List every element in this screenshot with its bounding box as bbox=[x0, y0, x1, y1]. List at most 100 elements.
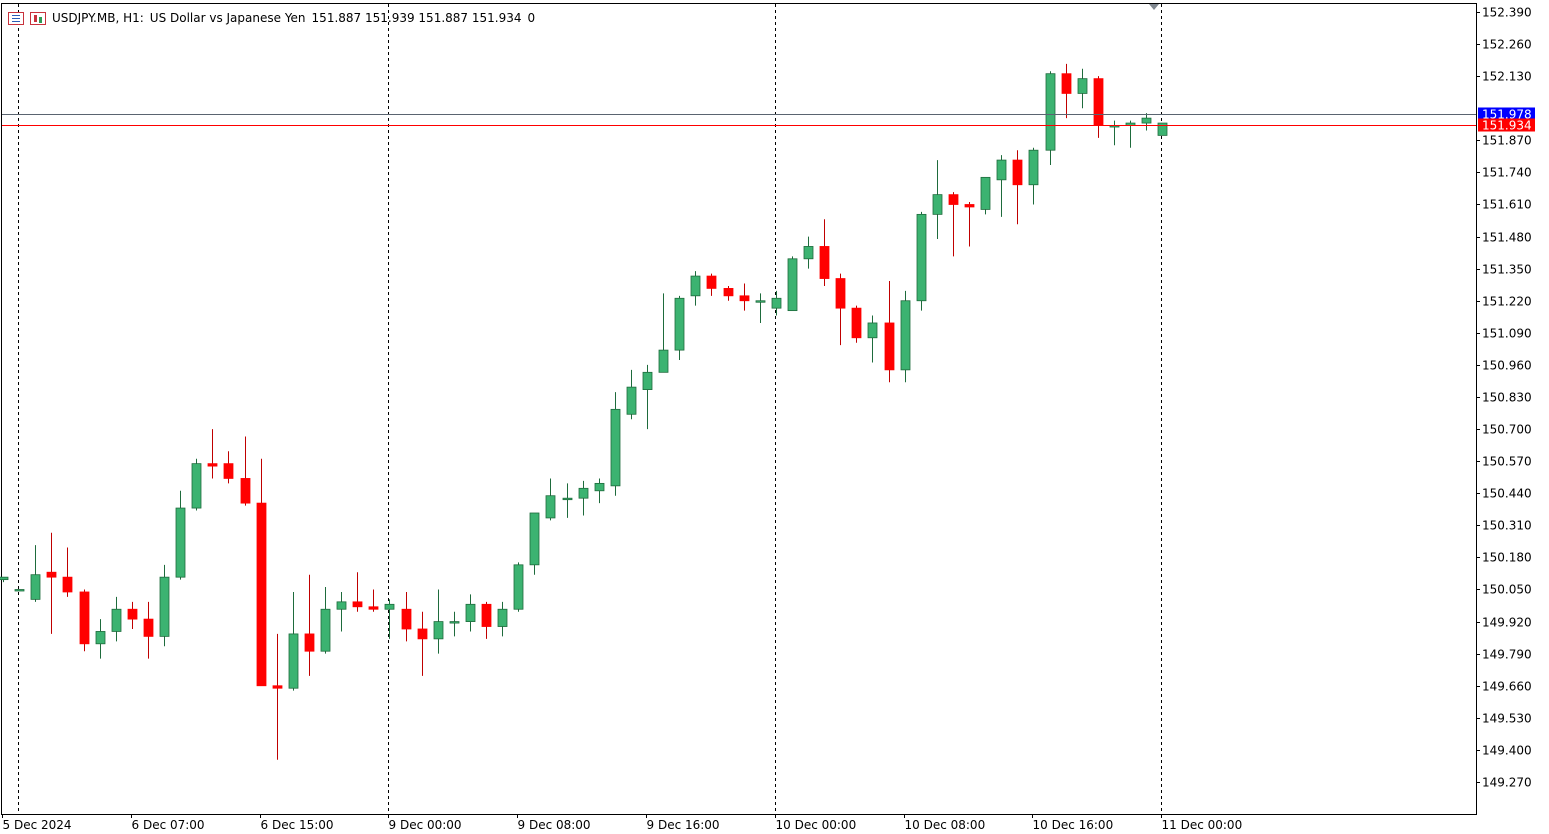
candle-body-up bbox=[433, 621, 444, 640]
candle-body-up bbox=[626, 386, 637, 415]
candle-body-down bbox=[884, 322, 895, 371]
y-tick-label: 151.350 bbox=[1482, 263, 1532, 277]
y-tick-label: 149.530 bbox=[1482, 712, 1532, 726]
y-tick-label: 149.790 bbox=[1482, 648, 1532, 662]
y-tick-label: 151.740 bbox=[1482, 166, 1532, 180]
candle-body-down bbox=[819, 246, 830, 279]
ask-price-label: 151.978 bbox=[1482, 108, 1532, 122]
y-tick-label: 149.660 bbox=[1482, 680, 1532, 694]
candle-body-up bbox=[449, 621, 460, 624]
list-icon[interactable] bbox=[8, 11, 24, 25]
candles bbox=[0, 63, 1168, 760]
candle-body-up bbox=[610, 408, 621, 487]
x-tick-label: 6 Dec 07:00 bbox=[132, 818, 205, 832]
chart-icon[interactable] bbox=[30, 11, 46, 25]
candle-body-up bbox=[1028, 149, 1039, 186]
candle-body-up bbox=[0, 576, 9, 581]
candle-body-down bbox=[481, 603, 492, 627]
ask-price-tag bbox=[1478, 107, 1535, 121]
candle-body-up bbox=[1157, 122, 1168, 136]
y-tick-label: 150.700 bbox=[1482, 423, 1532, 437]
volume-readout: 0 bbox=[527, 11, 536, 25]
x-tick-label: 9 Dec 08:00 bbox=[518, 818, 591, 832]
candle-body-up bbox=[529, 512, 540, 566]
candle-body-down bbox=[723, 288, 734, 297]
candle-body-up bbox=[594, 482, 605, 492]
candle-body-up bbox=[513, 564, 524, 610]
candle-body-up bbox=[867, 322, 878, 339]
candle-body-up bbox=[175, 507, 186, 578]
candle-body-up bbox=[14, 589, 25, 592]
candle-body-up bbox=[658, 349, 669, 373]
candle-body-down bbox=[401, 608, 412, 630]
candle-body-up bbox=[771, 297, 782, 309]
x-tick-label: 10 Dec 08:00 bbox=[905, 818, 986, 832]
candle-body-up bbox=[1141, 117, 1152, 124]
candle-body-up bbox=[996, 159, 1007, 181]
y-tick-label: 151.220 bbox=[1482, 295, 1532, 309]
candle-body-down bbox=[272, 685, 283, 689]
candle-body-down bbox=[143, 618, 154, 637]
time-axis[interactable]: 5 Dec 2024 6 Dec 07:00 6 Dec 15:00 9 Dec 00… bbox=[2, 814, 1243, 832]
candle-body-up bbox=[755, 300, 766, 303]
candle-body-up bbox=[642, 371, 653, 390]
candle-body-down bbox=[223, 463, 234, 479]
y-tick-label: 152.390 bbox=[1482, 6, 1532, 20]
candle-body-up bbox=[900, 300, 911, 371]
candle-body-up bbox=[803, 246, 814, 260]
period-separators bbox=[18, 4, 1162, 814]
candle-body-up bbox=[159, 576, 170, 637]
symbol-description: US Dollar vs Japanese Yen bbox=[149, 11, 306, 25]
candle-body-down bbox=[1061, 73, 1072, 94]
candle-body-down bbox=[948, 194, 959, 205]
ohlc-readout: 151.887 151.939 151.887 151.934 bbox=[311, 11, 522, 25]
x-tick-label: 9 Dec 16:00 bbox=[647, 818, 720, 832]
candle-body-down bbox=[739, 295, 750, 302]
y-tick-label: 151.870 bbox=[1482, 134, 1532, 148]
candle-body-up bbox=[465, 603, 476, 622]
candle-body-down bbox=[835, 278, 846, 309]
y-tick-label: 149.400 bbox=[1482, 744, 1532, 758]
candle-body-down bbox=[368, 606, 379, 610]
shift-marker-icon[interactable] bbox=[1149, 4, 1159, 10]
x-tick-label: 6 Dec 15:00 bbox=[261, 818, 334, 832]
candle-body-up bbox=[932, 194, 943, 215]
price-axis[interactable]: 152.390 152.260 152.130 151.870 151.740 151.6… bbox=[1476, 6, 1532, 790]
candle-body-down bbox=[79, 591, 90, 645]
candle-body-down bbox=[127, 608, 138, 620]
candle-body-up bbox=[95, 631, 106, 645]
plot-frame bbox=[1, 3, 1477, 815]
candle-body-down bbox=[256, 502, 267, 687]
candle-body-up bbox=[1045, 73, 1056, 151]
bid-price-tag bbox=[1478, 118, 1535, 132]
y-tick-label: 152.130 bbox=[1482, 70, 1532, 84]
y-tick-label: 150.050 bbox=[1482, 583, 1532, 597]
candle-body-up bbox=[336, 601, 347, 610]
candle-body-up bbox=[320, 608, 331, 652]
candle-body-down bbox=[1012, 159, 1023, 186]
candle-body-up bbox=[1077, 78, 1088, 94]
candle-body-up bbox=[30, 574, 41, 600]
candle-body-up bbox=[980, 176, 991, 210]
candle-body-up bbox=[787, 258, 798, 312]
candle-body-down bbox=[851, 307, 862, 339]
x-tick-label: 11 Dec 00:00 bbox=[1162, 818, 1243, 832]
candle-body-up bbox=[384, 603, 395, 610]
candle-body-down bbox=[240, 478, 251, 504]
x-tick-label: 10 Dec 00:00 bbox=[776, 818, 857, 832]
candle-body-down bbox=[1093, 78, 1104, 126]
y-tick-label: 151.090 bbox=[1482, 327, 1532, 341]
candle-body-down bbox=[46, 571, 57, 578]
x-tick-label: 5 Dec 2024 bbox=[3, 818, 72, 832]
candle-body-up bbox=[545, 495, 556, 519]
y-tick-label: 151.610 bbox=[1482, 198, 1532, 212]
candle-body-down bbox=[352, 601, 363, 608]
candle-body-up bbox=[562, 497, 573, 501]
y-tick-label: 150.440 bbox=[1482, 487, 1532, 501]
candle-body-down bbox=[207, 463, 218, 467]
y-tick-label: 150.830 bbox=[1482, 391, 1532, 405]
candle-body-down bbox=[62, 576, 73, 593]
candle-body-up bbox=[690, 275, 701, 297]
y-tick-label: 150.180 bbox=[1482, 551, 1532, 565]
